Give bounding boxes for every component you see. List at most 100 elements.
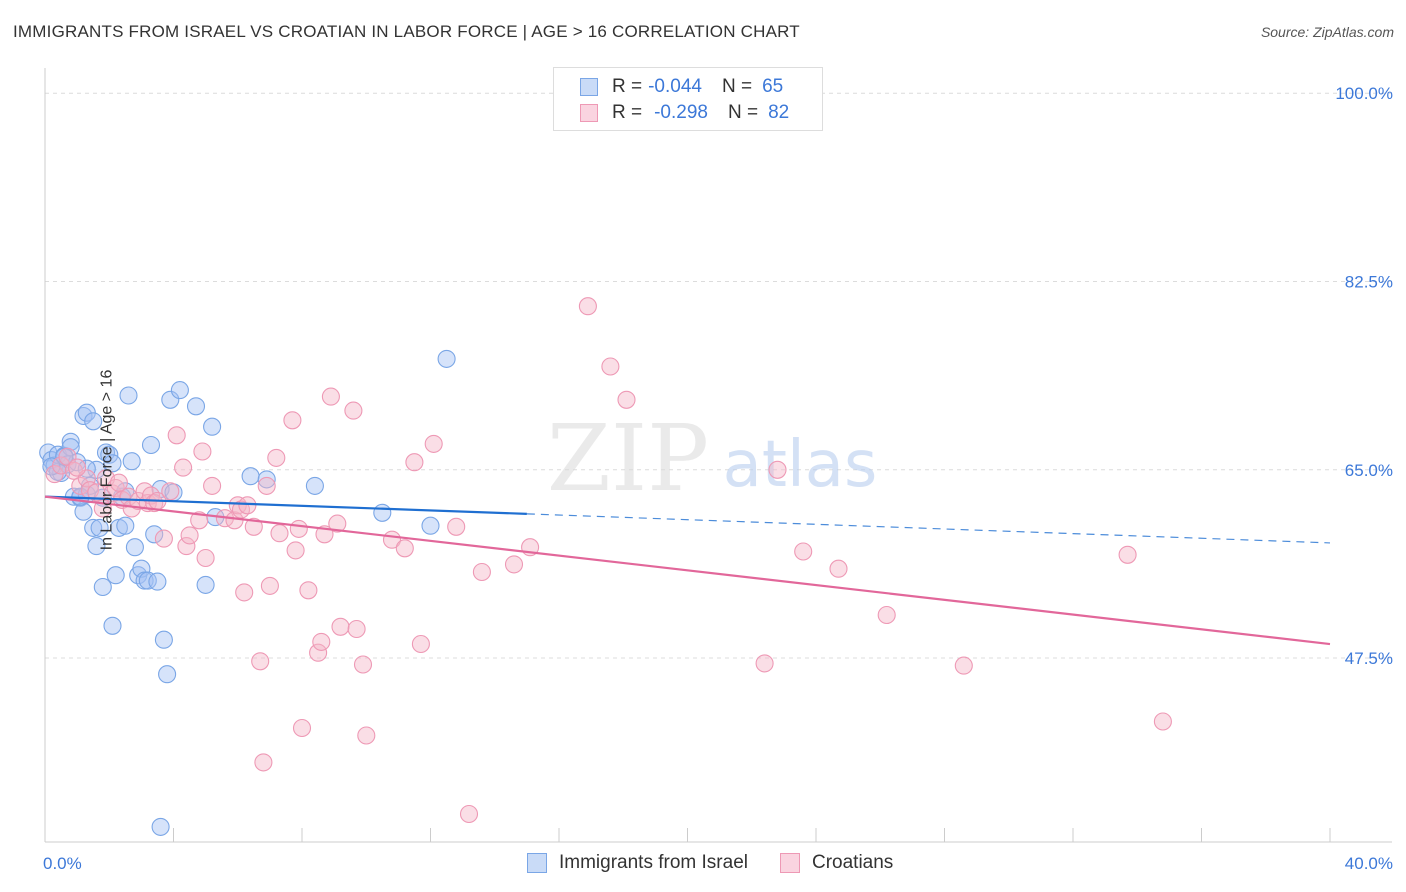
croatians-point [251, 652, 270, 671]
israel-point [132, 559, 151, 578]
israel-point [84, 518, 103, 537]
y-tick-label: 65.0% [1345, 461, 1393, 480]
croatians-point [877, 605, 896, 625]
croatians-point [109, 473, 128, 492]
croatians-point [235, 583, 254, 602]
croatians-point [447, 517, 466, 536]
croatians-point [267, 448, 286, 467]
israel-point [96, 443, 116, 462]
x-tick-label: 40.0% [1345, 854, 1393, 873]
croatians-point [299, 581, 318, 600]
croatians-point [286, 541, 305, 560]
israel-point [138, 571, 157, 590]
israel-point [196, 575, 215, 594]
israel-point [148, 572, 167, 591]
israel-point [84, 412, 103, 431]
croatians-point [829, 559, 848, 578]
croatians-point [68, 458, 87, 477]
correlation-legend: R = -0.044 N = 65 R = -0.298 N = 82 [553, 67, 823, 131]
croatians-point [347, 619, 366, 639]
israel-point [122, 452, 141, 471]
legend-n-value: 65 [762, 76, 784, 97]
croatians-point [238, 496, 257, 515]
watermark-zip: ZIP [547, 405, 709, 512]
croatians-point [87, 483, 106, 502]
croatians-point [196, 548, 215, 568]
legend-n-label: N = [721, 76, 753, 97]
croatians-point [154, 529, 173, 548]
legend-swatch-israel [527, 853, 547, 873]
croatians-point [193, 442, 212, 461]
israel-point [141, 435, 161, 455]
croatians-point [411, 634, 430, 654]
croatians-point [405, 453, 424, 472]
israel-point [61, 438, 80, 457]
croatians-point [289, 519, 308, 538]
legend-label-croatians: Croatians [811, 852, 894, 873]
israel-point [421, 516, 440, 535]
israel-point [241, 467, 260, 486]
y-tick-label: 100.0% [1335, 84, 1393, 103]
israel-point [151, 817, 170, 836]
legend-swatch-israel [580, 78, 598, 96]
croatians-point [71, 476, 90, 495]
croatians-point [203, 476, 222, 495]
israel-point [125, 538, 144, 557]
israel-point [87, 537, 106, 556]
grid-lines [45, 92, 1392, 659]
israel-point [61, 432, 80, 451]
israel-point [103, 616, 122, 635]
croatians-point [353, 655, 373, 674]
israel-point [119, 386, 138, 405]
y-tick-label: 82.5% [1345, 272, 1393, 291]
croatians-point [357, 726, 376, 745]
israel-point [373, 503, 392, 522]
series-croatians-points [45, 297, 1172, 824]
legend-label-israel: Immigrants from Israel [559, 852, 748, 873]
y-axis-label: In Labor Force | Age > 16 [98, 369, 116, 551]
series-israel-points [39, 349, 456, 836]
croatians-point [161, 482, 180, 501]
croatians-point [395, 539, 414, 558]
croatians-point [106, 478, 125, 498]
israel-point [161, 390, 180, 409]
croatians-point [180, 526, 199, 545]
legend-r-label: R = [612, 76, 643, 97]
israel-point [186, 397, 206, 416]
croatians-point [1118, 545, 1137, 564]
croatians-trend-line [44, 495, 1331, 646]
croatians-point [459, 804, 479, 824]
croatians-point [328, 514, 347, 533]
israel-point [305, 476, 324, 495]
croatians-point [617, 390, 636, 409]
croatians-point [768, 460, 787, 479]
chart-title: IMMIGRANTS FROM ISRAEL VS CROATIAN IN LA… [13, 22, 800, 41]
israel-point [170, 381, 189, 400]
israel-point [106, 566, 125, 585]
legend-row-croatians: R = -0.298 N = 82 [580, 101, 789, 125]
israel-point [116, 516, 135, 535]
israel-point [74, 406, 93, 426]
legend-r-value: -0.044 [648, 76, 702, 97]
israel-point [257, 470, 276, 489]
tick-labels: 47.5% 65.0% 82.5% 100.0% 0.0% 40.0% [43, 84, 1393, 873]
croatians-point [257, 476, 276, 495]
croatians-point [283, 411, 302, 430]
croatians-point [954, 656, 973, 675]
source-credit: Source: ZipAtlas.com [1260, 24, 1394, 40]
israel-trend-extension [526, 513, 1331, 544]
israel-point [74, 502, 93, 521]
legend-item-croatians: Croatians [779, 852, 894, 874]
croatians-point [504, 555, 524, 574]
croatians-point [174, 458, 193, 477]
israel-point [90, 518, 109, 537]
axes [44, 68, 1392, 843]
croatians-point [794, 542, 813, 561]
croatians-point [344, 401, 363, 420]
legend-swatch-croatians [580, 104, 598, 122]
legend-n-value: 82 [768, 102, 790, 123]
croatians-point [578, 297, 597, 316]
israel-point [145, 525, 164, 544]
israel-point [103, 454, 122, 473]
israel-point [158, 665, 177, 684]
